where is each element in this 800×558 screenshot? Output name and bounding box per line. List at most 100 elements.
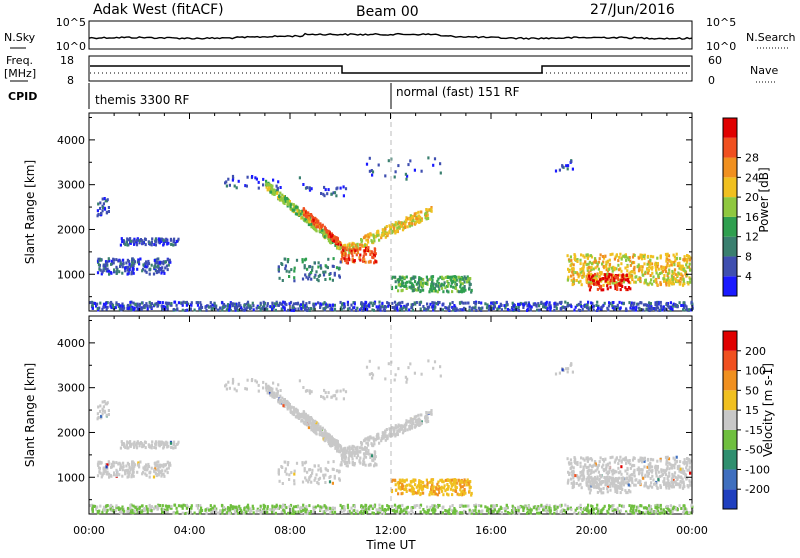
power-echo-cell: [567, 304, 569, 307]
power-echo-cell: [691, 301, 693, 304]
power-echo-cell: [619, 253, 621, 256]
power-echo-cell: [335, 187, 337, 190]
velocity-echo-cell: [391, 433, 393, 436]
velocity-echo-cell: [433, 490, 435, 493]
power-echo-cell: [584, 256, 586, 259]
power-echo-cell: [459, 301, 461, 304]
power-echo-cell: [110, 301, 112, 304]
power-echo-cell: [256, 178, 258, 181]
power-echo-cell: [604, 302, 606, 305]
velocity-echo-cell: [318, 464, 320, 467]
velocity-echo-cell: [441, 479, 443, 482]
velocity-echo-cell: [284, 470, 286, 473]
velocity-echo-cell: [293, 479, 295, 482]
power-echo-cell: [115, 306, 117, 309]
power-echo-cell: [609, 282, 611, 285]
velocity-echo-cell: [369, 436, 371, 439]
velocity-echo-cell: [163, 442, 165, 445]
power-echo-cell: [156, 258, 158, 261]
power-echo-cell: [127, 266, 129, 269]
power-echo-cell: [197, 304, 199, 307]
velocity-echo-cell: [455, 490, 457, 493]
power-echo-cell: [92, 307, 94, 310]
power-echo-cell: [386, 225, 388, 228]
power-echo-cell: [576, 279, 578, 282]
power-echo-cell: [346, 246, 348, 249]
power-echo-cell: [369, 170, 371, 173]
power-echo-cell: [170, 302, 172, 305]
velocity-echo-cell: [124, 446, 126, 449]
power-echo-cell: [639, 268, 641, 271]
velocity-echo-cell: [162, 447, 164, 450]
velocity-echo-cell: [122, 465, 124, 468]
velocity-echo-cell: [314, 431, 316, 434]
power-echo-cell: [395, 286, 397, 289]
velocity-echo-cell: [406, 484, 408, 487]
power-echo-cell: [238, 302, 240, 305]
power-echo-cell: [121, 240, 123, 243]
velocity-echo-cell: [405, 488, 407, 491]
velocity-echo-cell: [628, 475, 630, 478]
power-echo-cell: [528, 303, 530, 306]
velocity-echo-cell: [281, 466, 283, 469]
power-echo-cell: [132, 267, 134, 270]
power-echo-cell: [415, 289, 417, 292]
power-echo-cell: [684, 255, 686, 258]
power-echo-cell: [548, 303, 550, 306]
power-echo-cell: [606, 284, 608, 287]
velocity-echo-cell: [604, 458, 606, 461]
power-echo-cell: [144, 269, 146, 272]
power-echo-cell: [104, 208, 106, 211]
freq-label: Freq.: [6, 54, 33, 67]
power-echo-cell: [127, 304, 129, 307]
velocity-echo-cell: [141, 472, 143, 475]
power-echo-cell: [234, 185, 236, 188]
velocity-echo-cell: [618, 459, 620, 462]
power-echo-cell: [136, 243, 138, 246]
velocity-echo-cell: [633, 471, 635, 474]
power-echo-cell: [384, 174, 386, 177]
power-echo-cell: [468, 287, 470, 290]
velocity-echo-cell: [627, 491, 629, 494]
power-echo-cell: [604, 255, 606, 258]
velocity-echo-cell: [591, 465, 593, 468]
velocity-echo-cell: [450, 488, 452, 491]
power-echo-cell: [275, 309, 277, 312]
velocity-echo-cell: [287, 406, 289, 409]
power-echo-cell: [309, 187, 311, 190]
power-echo-cell: [273, 191, 275, 194]
power-echo-cell: [153, 273, 155, 276]
power-echo-cell: [634, 272, 636, 275]
power-echo-cell: [584, 260, 586, 263]
velocity-echo-cell: [660, 459, 662, 462]
power-echo-cell: [134, 260, 136, 263]
velocity-echo-cell: [397, 481, 399, 484]
velocity-echo-cell: [574, 461, 576, 464]
power-echo-cell: [527, 308, 529, 311]
velocity-echo-cell: [282, 482, 284, 485]
power-echo-cell: [567, 276, 569, 279]
power-echo-cell: [405, 308, 407, 311]
power-echo-cell: [448, 305, 450, 308]
power-echo-cell: [590, 301, 592, 304]
velocity-echo-cell: [668, 487, 670, 490]
velocity-echo-cell: [464, 488, 466, 491]
power-echo-cell: [302, 301, 304, 304]
power-echo-cell: [450, 285, 452, 288]
power-echo-cell: [304, 214, 306, 217]
velocity-echo-cell: [341, 459, 343, 462]
power-echo-cell: [138, 304, 140, 307]
power-echo-cell: [667, 272, 669, 275]
power-echo-cell: [353, 260, 355, 263]
power-echo-cell: [127, 244, 129, 247]
power-echo-cell: [656, 283, 658, 286]
power-echo-cell: [619, 301, 621, 304]
power-echo-cell: [387, 305, 389, 308]
power-echo-cell: [122, 259, 124, 262]
power-echo-cell: [659, 309, 661, 312]
power-echo-cell: [617, 259, 619, 262]
velocity-echo-cell: [116, 474, 118, 477]
power-colorbar-segment: [723, 276, 737, 296]
power-echo-cell: [432, 305, 434, 308]
power-echo-cell: [278, 268, 280, 271]
